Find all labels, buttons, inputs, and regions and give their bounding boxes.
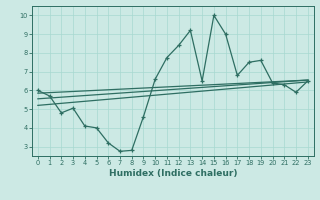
X-axis label: Humidex (Indice chaleur): Humidex (Indice chaleur) (108, 169, 237, 178)
